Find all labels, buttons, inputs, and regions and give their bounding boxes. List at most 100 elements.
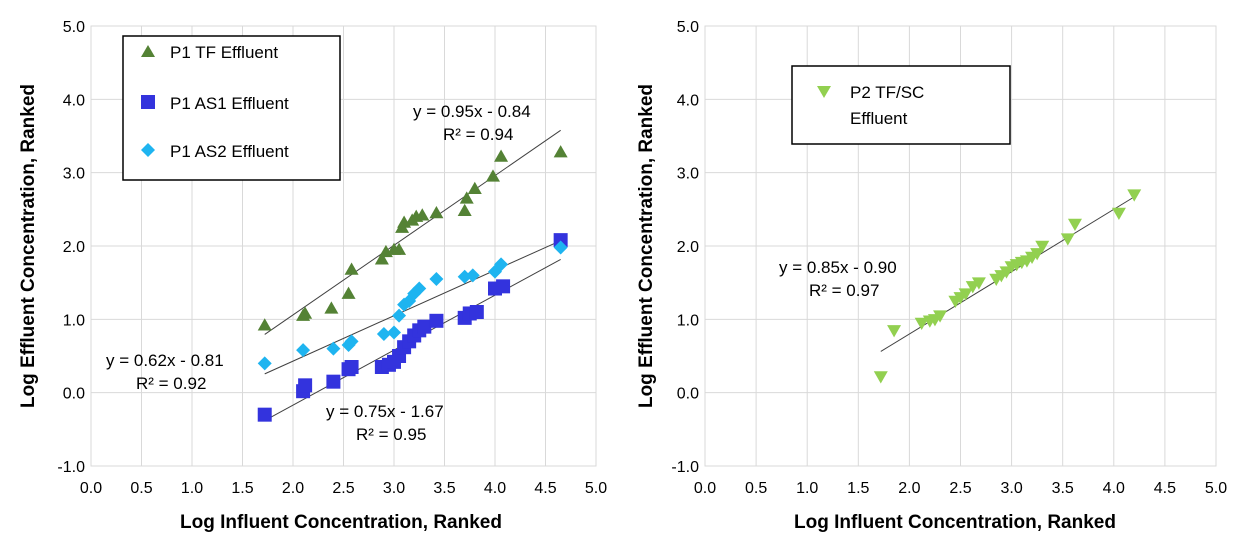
data-point (914, 317, 929, 330)
data-point (485, 169, 500, 182)
right-plot-area (704, 25, 1217, 467)
x-tick-label: 2.5 (332, 480, 354, 497)
data-point (376, 327, 391, 341)
data-point (933, 310, 948, 323)
data-point (326, 341, 341, 356)
left-legend-box (122, 35, 341, 181)
left-plot-area (90, 25, 597, 467)
y-tick-label: 0.0 (677, 386, 699, 403)
y-tick-label: 1.0 (63, 312, 85, 329)
data-point (344, 334, 359, 349)
data-point (298, 306, 313, 319)
annotation-as2-equation: y = 0.62x - 0.81 (106, 351, 224, 370)
x-tick-label: 3.5 (433, 480, 455, 497)
data-point (344, 262, 359, 275)
data-point (326, 374, 341, 389)
y-tick-label: -1.0 (57, 459, 85, 476)
x-tick-label: 2.5 (949, 480, 971, 497)
x-tick-label: 3.5 (1052, 480, 1074, 497)
x-tick-label: 3.0 (383, 480, 405, 497)
y-tick-label: 1.0 (677, 312, 699, 329)
data-point (257, 356, 272, 371)
data-point (459, 191, 474, 204)
data-point (341, 286, 356, 299)
left-x-tick-labels: 0.0 0.5 1.0 1.5 2.0 2.5 3.0 3.5 4.0 4.5 5.0 (80, 480, 607, 497)
legend-square-icon (141, 95, 155, 109)
left-x-axis-title: Log Influent Concentration, Ranked (180, 512, 502, 533)
x-tick-label: 1.0 (181, 480, 203, 497)
data-point (296, 343, 311, 358)
data-point (553, 145, 568, 158)
data-point (392, 242, 407, 255)
legend-triangle-up-icon (141, 45, 155, 57)
right-y-tick-labels: -1.0 0.0 1.0 2.0 3.0 4.0 5.0 (671, 19, 699, 476)
right-x-tick-labels: 0.0 0.5 1.0 1.5 2.0 2.5 3.0 3.5 4.0 4.5 5.0 (694, 480, 1227, 497)
data-point (374, 252, 389, 265)
legend-label-p1-as2: P1 AS2 Effluent (170, 142, 289, 161)
x-tick-label: 0.0 (694, 480, 716, 497)
annotation-tf-equation: y = 0.95x - 0.84 (413, 102, 531, 121)
x-tick-label: 5.0 (1205, 480, 1227, 497)
trendline-0 (264, 129, 561, 335)
data-point (1030, 248, 1045, 261)
y-tick-label: 0.0 (63, 386, 85, 403)
data-point (257, 318, 272, 331)
data-point (412, 281, 427, 296)
data-point (324, 301, 339, 314)
y-tick-label: 3.0 (677, 166, 699, 183)
annotation-p2-equation: y = 0.85x - 0.90 (779, 258, 897, 277)
data-point (344, 360, 359, 374)
y-tick-label: 5.0 (677, 19, 699, 36)
data-point (887, 325, 902, 338)
x-tick-label: 2.0 (898, 480, 920, 497)
legend-diamond-icon (141, 143, 155, 157)
left-y-tick-labels: -1.0 0.0 1.0 2.0 3.0 4.0 5.0 (57, 19, 85, 476)
right-x-axis-title: Log Influent Concentration, Ranked (794, 512, 1116, 533)
data-point (494, 149, 509, 162)
data-point (469, 305, 484, 319)
data-point (417, 319, 432, 334)
data-point (415, 208, 430, 221)
x-tick-label: 5.0 (585, 480, 607, 497)
right-legend: P2 TF/SC Effluent (791, 65, 1011, 145)
data-point (429, 272, 444, 286)
legend-label-p2-line2: Effluent (850, 109, 908, 128)
right-legend-box (791, 65, 1011, 145)
legend-label-p1-as1: P1 AS1 Effluent (170, 94, 289, 113)
annotation-p2-r2: R² = 0.97 (809, 281, 879, 300)
y-tick-label: 2.0 (63, 239, 85, 256)
data-point (257, 407, 272, 422)
data-point (467, 181, 482, 195)
data-point (553, 233, 568, 248)
y-tick-label: 2.0 (677, 239, 699, 256)
left-y-axis-title: Log Effluent Concentration, Ranked (18, 84, 39, 408)
x-tick-label: 1.5 (847, 480, 869, 497)
right-chart: 0.0 0.5 1.0 1.5 2.0 2.5 3.0 3.5 4.0 4.5 5.0 -1.0 0.… (636, 19, 1227, 533)
annotation-tf-r2: R² = 0.94 (443, 125, 513, 144)
data-point (457, 203, 472, 217)
x-tick-label: 0.5 (130, 480, 152, 497)
x-tick-label: 3.0 (1000, 480, 1022, 497)
data-point (1067, 218, 1082, 231)
data-point (1035, 240, 1050, 253)
data-point (392, 308, 407, 323)
data-point (387, 325, 401, 340)
data-point (873, 371, 888, 384)
left-chart: 0.0 0.5 1.0 1.5 2.0 2.5 3.0 3.5 4.0 4.5 5.0 -1.0 0.… (18, 19, 607, 533)
right-data-points (873, 189, 1142, 384)
data-point (958, 288, 973, 301)
annotation-as1-equation: y = 0.75x - 1.67 (326, 402, 444, 421)
annotation-as2-r2: R² = 0.92 (136, 374, 206, 393)
x-tick-label: 4.0 (484, 480, 506, 497)
data-point (1111, 207, 1126, 220)
data-point (429, 313, 444, 328)
x-tick-label: 0.5 (745, 480, 767, 497)
x-tick-label: 1.0 (796, 480, 818, 497)
y-tick-label: 3.0 (63, 166, 85, 183)
trendline-2 (264, 240, 561, 375)
data-point (553, 240, 568, 255)
data-point (1060, 233, 1075, 246)
legend-triangle-down-icon (817, 86, 831, 98)
y-tick-label: 5.0 (63, 19, 85, 36)
